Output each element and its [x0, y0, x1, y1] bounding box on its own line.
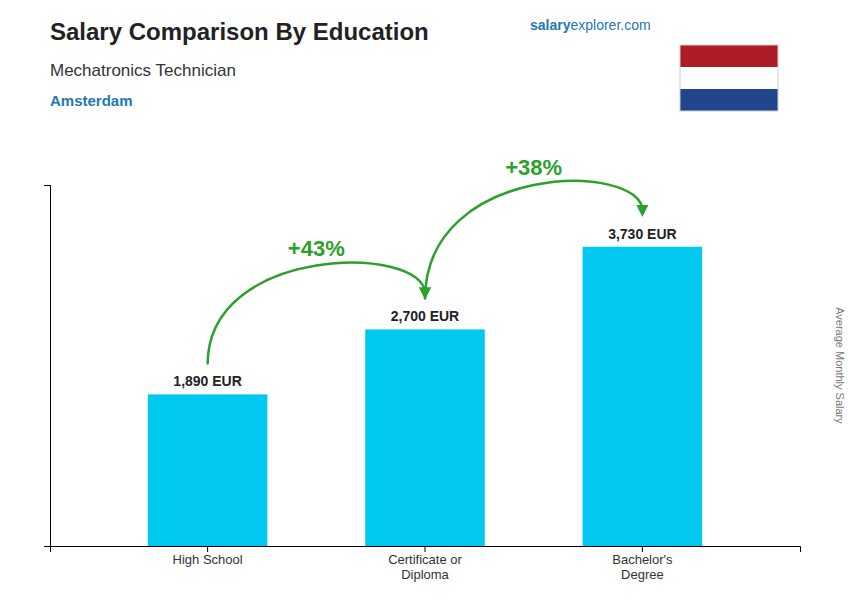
x-tick: Bachelor'sDegree [612, 546, 673, 582]
watermark-part: explorer [570, 17, 621, 33]
x-tick-mark [207, 546, 208, 552]
change-arc [425, 181, 642, 299]
flag-stripe [680, 67, 778, 89]
watermark: salaryexplorer.com [530, 17, 651, 33]
x-tick-label: Certificate orDiploma [388, 552, 462, 582]
data-label: 2,700 EUR [391, 308, 459, 324]
x-tick-mark [642, 546, 643, 552]
flag-stripe [680, 45, 778, 67]
flag-border [680, 45, 778, 111]
x-tick-label-line: High School [173, 552, 243, 567]
x-axis: High School Certificate orDiploma Bachelor… [51, 546, 801, 582]
x-axis-line [51, 547, 801, 553]
bar [365, 329, 485, 546]
y-axis-line [44, 186, 51, 547]
chart-svg: Salary Comparison By Education Mechatroni… [0, 0, 850, 606]
change-label: +38% [505, 155, 562, 180]
y-axis-label: Average Monthly Salary [834, 307, 846, 424]
bar [583, 247, 703, 546]
x-tick-mark [425, 546, 426, 552]
flag [680, 45, 778, 111]
change-arc [208, 263, 425, 365]
y-axis [44, 186, 51, 547]
data-label: 3,730 EUR [608, 226, 676, 242]
x-tick: High School [173, 546, 243, 567]
watermark-part: salary [530, 17, 571, 33]
subtitle: Mechatronics Technician [50, 61, 236, 80]
flag-stripe [680, 89, 778, 111]
annotations: +43% +38% [208, 155, 643, 364]
x-tick-label-line: Certificate or [388, 552, 462, 567]
title: Salary Comparison By Education [50, 18, 429, 45]
city: Amsterdam [50, 92, 133, 109]
x-tick-label: High School [173, 552, 243, 567]
watermark-part: .com [620, 17, 650, 33]
x-tick-label-line: Degree [621, 567, 664, 582]
data-labels: 1,890 EUR 2,700 EUR 3,730 EUR [173, 226, 676, 390]
x-tick-label-line: Diploma [401, 567, 449, 582]
data-label: 1,890 EUR [173, 373, 241, 389]
x-tick-label-line: Bachelor's [612, 552, 673, 567]
bar [148, 394, 268, 546]
change-label: +43% [288, 236, 345, 261]
x-tick-label: Bachelor'sDegree [612, 552, 673, 582]
x-tick: Certificate orDiploma [388, 546, 462, 582]
plot: High School Certificate orDiploma Bachelor… [44, 155, 801, 582]
